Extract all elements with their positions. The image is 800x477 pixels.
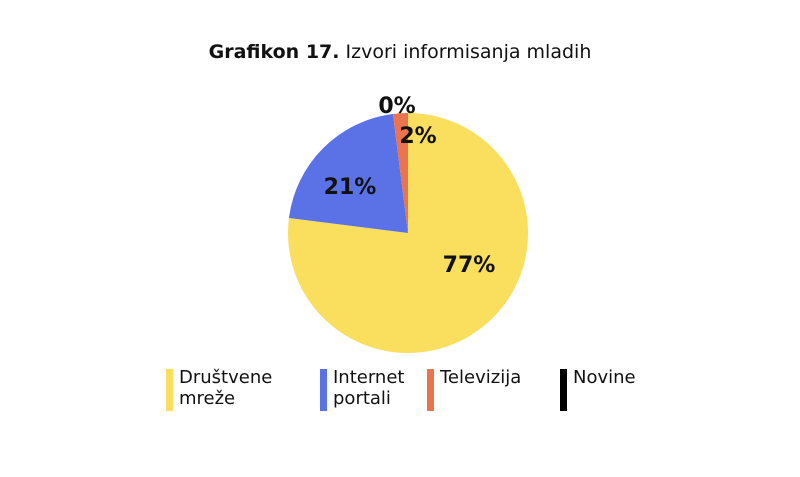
legend-label-televizija: Televizija — [440, 367, 521, 388]
legend-label-line1: Društvene — [179, 367, 273, 388]
legend-swatch-drustvene-mreze — [166, 369, 173, 411]
legend-item-televizija: Televizija — [427, 367, 521, 411]
legend-swatch-televizija — [427, 369, 434, 411]
legend-label-line1: Televizija — [440, 367, 522, 388]
legend-label-line2: portali — [333, 388, 391, 409]
legend-item-internet-portali: Internet portali — [320, 367, 404, 411]
pie-slice-internet-portali — [288, 113, 408, 233]
legend-label-novine: Novine — [573, 367, 636, 388]
legend-swatch-internet-portali — [320, 369, 327, 411]
chart-title-text: Izvori informisanja mladih — [345, 41, 592, 63]
data-label-televizija: 2% — [399, 124, 436, 149]
legend-label-line1: Novine — [573, 367, 636, 388]
pie-slice-drustvene-mreze — [288, 113, 529, 353]
legend-label-internet-portali: Internet portali — [333, 367, 404, 409]
pie-slice-televizija — [392, 113, 408, 233]
legend-label-line1: Internet — [333, 367, 405, 388]
data-label-drustvene-mreze: 77% — [443, 253, 496, 278]
legend-label-drustvene-mreze: Društvene mreže — [179, 367, 272, 409]
data-label-novine: 0% — [378, 94, 415, 119]
chart-title: Grafikon 17. Izvori informisanja mladih — [0, 40, 800, 64]
legend-item-novine: Novine — [560, 367, 636, 411]
legend-swatch-novine — [560, 369, 567, 411]
legend-label-line2: mreže — [179, 388, 236, 409]
data-label-internet-portali: 21% — [324, 175, 377, 200]
legend-item-drustvene-mreze: Društvene mreže — [166, 367, 272, 411]
chart-title-prefix: Grafikon 17. — [208, 41, 340, 63]
